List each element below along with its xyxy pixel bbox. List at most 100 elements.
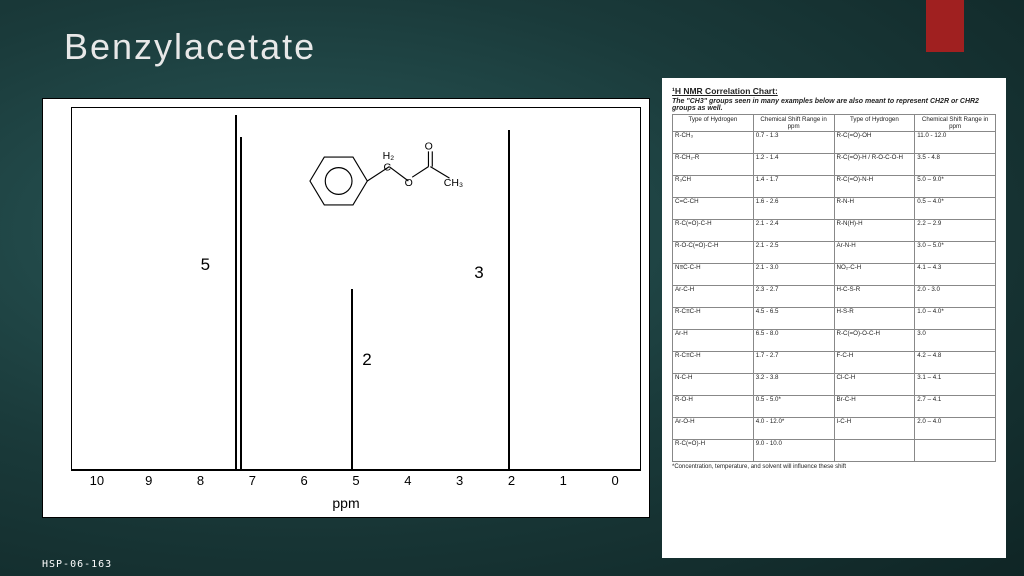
table-header: Type of Hydrogen [834,115,915,132]
table-cell: 5.0 – 9.0* [915,176,996,198]
x-tick: 7 [249,473,256,488]
table-cell: 1.7 - 2.7 [753,352,834,374]
table-cell: 4.1 – 4.3 [915,264,996,286]
x-tick: 0 [611,473,618,488]
table-row: C=C-CH1.6 - 2.6R-N-H0.5 – 4.0* [673,198,996,220]
baseline [72,469,640,470]
table-cell: 1.4 - 1.7 [753,176,834,198]
table-cell: 4.5 - 6.5 [753,308,834,330]
table-cell: R-O-C(=O)-C-H [673,242,754,264]
table-row: R₃CH1.4 - 1.7R-C(=O)-N-H5.0 – 9.0* [673,176,996,198]
table-row: Ar-O-H4.0 - 12.0*I-C-H2.0 – 4.0 [673,418,996,440]
table-row: Ar-C-H2.3 - 2.7H-C-S-R2.0 - 3.0 [673,286,996,308]
table-cell: R-N-H [834,198,915,220]
plot-area: H₂ C O O CH₃ 5 2 3 [71,107,641,471]
table-cell: 4.0 - 12.0* [753,418,834,440]
nmr-peak [351,289,353,470]
table-cell: Ar-H [673,330,754,352]
correlation-table: Type of HydrogenChemical Shift Range in … [672,114,996,462]
table-cell: 1.2 - 1.4 [753,154,834,176]
table-row: R-C(=O)-H9.0 - 10.0 [673,440,996,462]
table-cell: 0.7 - 1.3 [753,132,834,154]
table-cell: 2.0 – 4.0 [915,418,996,440]
table-cell: 0.5 – 4.0* [915,198,996,220]
correlation-chart-subtitle: The "CH3" groups seen in many examples b… [672,98,996,112]
table-row: R-CH₂-R1.2 - 1.4R-C(=O)-H / R-O-C-O-H3.5… [673,154,996,176]
x-tick: 10 [90,473,104,488]
table-cell [915,440,996,462]
x-tick: 5 [352,473,359,488]
table-row: R-O-C(=O)-C-H2.1 - 2.5Ar-N-H3.0 – 5.0* [673,242,996,264]
table-cell: Ar-C-H [673,286,754,308]
table-header: Chemical Shift Range in ppm [753,115,834,132]
table-header: Chemical Shift Range in ppm [915,115,996,132]
correlation-chart-panel: ¹H NMR Correlation Chart: The "CH3" grou… [662,78,1006,558]
x-tick: 2 [508,473,515,488]
table-row: N-C-H3.2 - 3.8Cl-C-H3.1 – 4.1 [673,374,996,396]
table-cell: NO₂-C-H [834,264,915,286]
table-cell [834,440,915,462]
slide-title: Benzylacetate [64,26,316,68]
peak-integration-label: 2 [362,350,371,370]
table-cell: Ar-O-H [673,418,754,440]
table-cell: N-C-H [673,374,754,396]
table-row: R-C≡C-H4.5 - 6.5H-S-R1.0 – 4.0* [673,308,996,330]
table-row: R-C≡C-H1.7 - 2.7F-C-H4.2 – 4.8 [673,352,996,374]
peak-integration-label: 3 [474,263,483,283]
table-cell: R-C(=O)-N-H [834,176,915,198]
table-row: N≡C-C-H2.1 - 3.0NO₂-C-H4.1 – 4.3 [673,264,996,286]
accent-bar [926,0,964,52]
table-cell: 2.0 - 3.0 [915,286,996,308]
table-cell: R-CH₃ [673,132,754,154]
x-axis-label: ppm [332,495,359,511]
table-row: R-C(=O)-C-H2.1 - 2.4R-N(H)-H2.2 – 2.9 [673,220,996,242]
peak-integration-label: 5 [201,255,210,275]
table-cell: R-C(=O)-O-C-H [834,330,915,352]
table-cell: 11.0 - 12.0 [915,132,996,154]
table-cell: 2.2 – 2.9 [915,220,996,242]
table-cell: H-S-R [834,308,915,330]
table-cell: 2.3 - 2.7 [753,286,834,308]
svg-text:CH₃: CH₃ [444,177,463,189]
table-cell: H-C-S-R [834,286,915,308]
svg-text:O: O [405,177,413,189]
table-cell: F-C-H [834,352,915,374]
table-cell: R-C(=O)-C-H [673,220,754,242]
table-cell: Br-C-H [834,396,915,418]
table-cell: 2.7 – 4.1 [915,396,996,418]
table-cell: R-C(=O)-OH [834,132,915,154]
table-cell: N≡C-C-H [673,264,754,286]
table-cell: R-CH₂-R [673,154,754,176]
table-cell: R-C(=O)-H / R-O-C-O-H [834,154,915,176]
table-cell: 2.1 - 2.4 [753,220,834,242]
x-axis: 109876543210 [71,471,641,491]
table-cell: 9.0 - 10.0 [753,440,834,462]
table-cell: Cl-C-H [834,374,915,396]
correlation-chart-title: ¹H NMR Correlation Chart: [672,86,996,96]
table-header: Type of Hydrogen [673,115,754,132]
svg-text:O: O [425,140,433,152]
x-tick: 1 [560,473,567,488]
table-cell: 2.1 - 2.5 [753,242,834,264]
table-cell: R-N(H)-H [834,220,915,242]
table-cell: 1.0 – 4.0* [915,308,996,330]
table-cell: 2.1 - 3.0 [753,264,834,286]
x-tick: 9 [145,473,152,488]
table-cell: R-C≡C-H [673,352,754,374]
molecule-structure: H₂ C O O CH₃ [297,138,472,224]
table-cell: 1.6 - 2.6 [753,198,834,220]
table-cell: 3.2 - 3.8 [753,374,834,396]
table-cell: 6.5 - 8.0 [753,330,834,352]
correlation-footnote: *Concentration, temperature, and solvent… [672,464,996,470]
table-cell: 3.5 - 4.8 [915,154,996,176]
table-cell: 3.0 [915,330,996,352]
x-tick: 4 [404,473,411,488]
table-cell: R-C≡C-H [673,308,754,330]
x-tick: 3 [456,473,463,488]
nmr-peak [508,130,510,470]
table-cell: R-C(=O)-H [673,440,754,462]
table-cell: C=C-CH [673,198,754,220]
table-cell: 4.2 – 4.8 [915,352,996,374]
slide-id: HSP-06-163 [42,559,112,570]
table-row: R-CH₃0.7 - 1.3R-C(=O)-OH11.0 - 12.0 [673,132,996,154]
